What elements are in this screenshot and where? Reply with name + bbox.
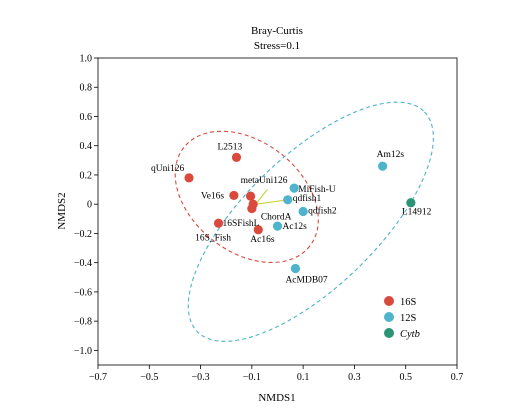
y-tick-label: −0.4 <box>74 258 92 269</box>
point-label: qdfish1 <box>293 193 322 204</box>
x-tick-label: −0.5 <box>140 372 158 383</box>
y-tick-label: 0.8 <box>80 83 93 94</box>
y-axis-label: NMDS2 <box>56 192 68 229</box>
point-label: Ac16s <box>250 235 275 245</box>
ellipse-12s <box>187 101 434 342</box>
x-tick-label: 0.7 <box>451 372 464 383</box>
point-labels: L2513 qUni126 Ve16s metaUni126 ChordA16SFish… <box>151 142 432 285</box>
x-tick-label: 0.3 <box>348 372 361 383</box>
point-label: MiFish-U <box>298 185 336 195</box>
annotation-label: 16S_Fish <box>195 233 231 243</box>
point-16s <box>253 225 263 235</box>
y-tick-label: 0.6 <box>80 112 93 123</box>
legend-entry: Cytb <box>400 329 420 340</box>
y-tick-label: 0.4 <box>80 141 93 152</box>
point-16s <box>229 190 239 201</box>
y-tick-label: 0.2 <box>80 170 93 181</box>
x-tick-label: −0.3 <box>192 372 210 383</box>
data-points <box>184 152 416 274</box>
point-label: qUni126 <box>151 164 185 174</box>
plot-frame <box>97 57 458 366</box>
point-16s <box>213 218 224 228</box>
y-tick-label: −0.2 <box>74 229 92 240</box>
x-tick-label: −0.1 <box>243 372 261 383</box>
legend-marker <box>384 328 394 338</box>
x-tick-label: 0.5 <box>399 372 412 383</box>
legend-marker <box>384 296 394 306</box>
legend-entry: 16S <box>400 297 417 308</box>
x-axis-label: NMDS1 <box>258 392 295 404</box>
confidence-ellipses <box>174 101 434 342</box>
point-12s <box>298 206 308 217</box>
chart-title: Bray-Curtis <box>251 25 303 37</box>
point-12s <box>290 263 301 274</box>
point-16s <box>245 191 256 201</box>
point-label: Ac12s <box>283 222 308 232</box>
point-12s <box>378 161 388 171</box>
y-tick-label: 1.0 <box>80 54 93 65</box>
centroid-link <box>255 189 268 205</box>
y-tick-label: 0 <box>87 200 92 211</box>
point-16s <box>231 152 242 163</box>
centroid-link <box>255 199 288 205</box>
point-cytb <box>406 198 416 208</box>
x-axis-ticks: −0.7 −0.5 −0.3 −0.1 0.1 0.3 0.5 0.7 <box>89 365 463 383</box>
y-tick-label: −0.8 <box>74 317 92 328</box>
legend-marker <box>384 312 394 322</box>
point-label: ChordA <box>261 213 292 223</box>
point-label: 16SFishL <box>223 219 260 229</box>
point-12s <box>272 221 283 231</box>
point-16s <box>184 173 194 183</box>
point-16s <box>247 203 257 214</box>
chart-subtitle: Stress=0.1 <box>254 40 300 52</box>
point-label: L2513 <box>217 142 242 152</box>
point-label: metaUni126 <box>241 176 288 186</box>
point-label: Ve16s <box>201 191 225 201</box>
x-tick-label: −0.7 <box>89 372 107 383</box>
point-label: Am12s <box>377 150 405 160</box>
point-label: qdfish2 <box>308 206 337 217</box>
ellipse-16s <box>174 130 319 264</box>
y-tick-label: −1.0 <box>74 346 92 357</box>
legend-entry: 12S <box>400 313 417 324</box>
y-axis-ticks: 1.0 0.8 0.6 0.4 0.2 0 −0.2 −0.4 −0.6 −0.8 −1.0 <box>74 54 98 357</box>
point-12s <box>283 195 293 205</box>
x-tick-label: 0.1 <box>297 372 310 383</box>
point-label: L14912 <box>402 208 432 218</box>
point-label: AcMDB07 <box>285 276 327 286</box>
y-tick-label: −0.6 <box>74 287 92 298</box>
point-12s <box>289 183 299 193</box>
legend: 16S 12S Cytb <box>384 296 420 340</box>
